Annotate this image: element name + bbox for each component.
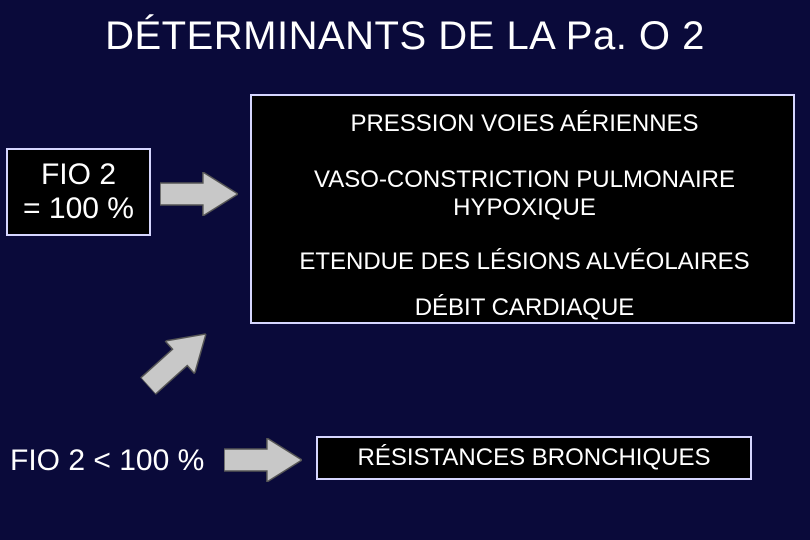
resistances-text: RÉSISTANCES BRONCHIQUES (358, 444, 711, 472)
arrow-top-icon (160, 172, 238, 216)
determinants-group-box: PRESSION VOIES AÉRIENNES VASO-CONSTRICTIO… (250, 94, 795, 324)
resistances-box: RÉSISTANCES BRONCHIQUES (316, 436, 752, 480)
slide-canvas: DÉTERMINANTS DE LA Pa. O 2 FIO 2 = 100 %… (0, 0, 810, 540)
fio2-100-text: FIO 2 = 100 % (23, 158, 134, 227)
fio2-lt-100-label: FIO 2 < 100 % (10, 444, 204, 479)
determinant-vaso_l1: VASO-CONSTRICTION PULMONAIRE (252, 166, 797, 194)
determinant-vaso_l2: HYPOXIQUE (252, 194, 797, 222)
determinant-lesions: ETENDUE DES LÉSIONS ALVÉOLAIRES (252, 248, 797, 276)
determinant-debit: DÉBIT CARDIAQUE (252, 294, 797, 322)
arrow-bottom-icon (224, 438, 302, 482)
determinant-airway: PRESSION VOIES AÉRIENNES (252, 110, 797, 138)
slide-title: DÉTERMINANTS DE LA Pa. O 2 (0, 14, 810, 59)
fio2-100-line1: FIO 2 (41, 158, 116, 191)
fio2-100-line2: = 100 % (23, 192, 134, 225)
arrow-mid-icon (133, 318, 220, 403)
fio2-100-box: FIO 2 = 100 % (6, 148, 151, 236)
